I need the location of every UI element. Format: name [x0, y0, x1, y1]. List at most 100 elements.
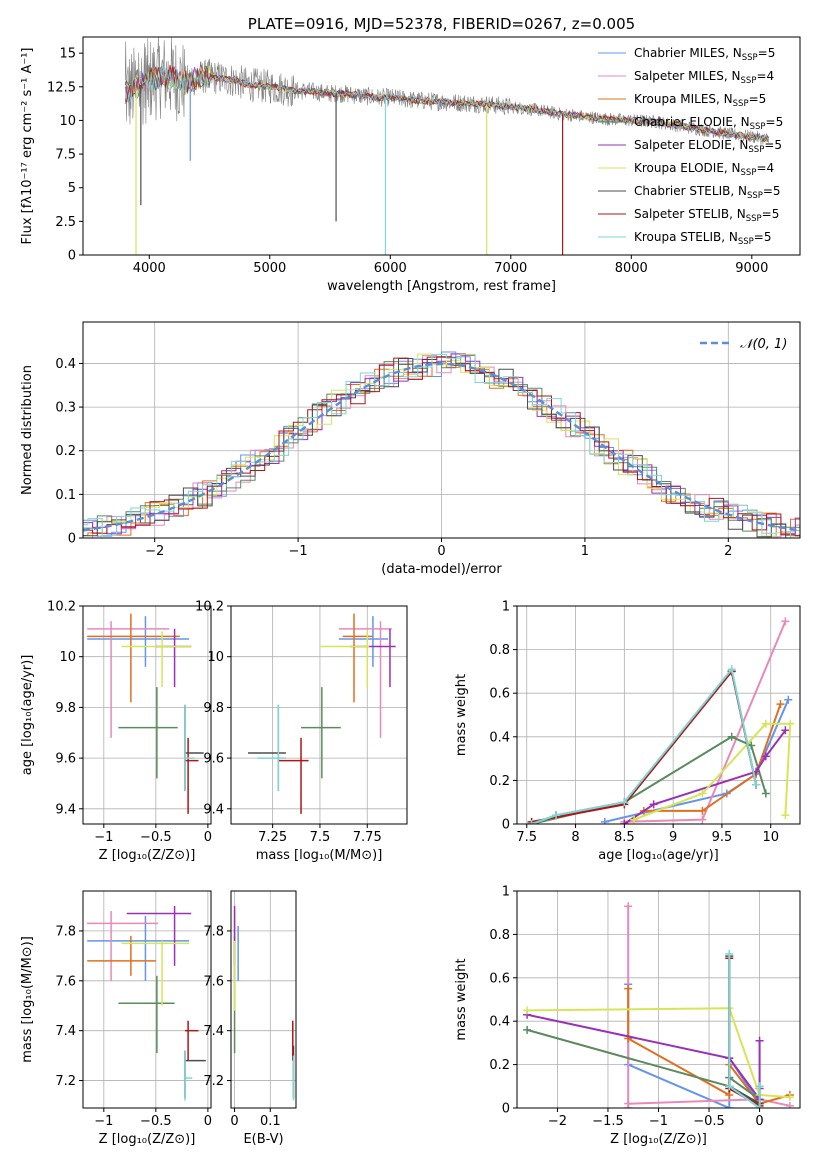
x-tick-label: −0.5 — [140, 1114, 172, 1129]
legend-entry: Salpeter STELIB, NSSP=5 — [634, 207, 779, 224]
x-axis-label: wavelength [Angstrom, rest frame] — [327, 279, 556, 294]
histogram-step — [83, 353, 800, 538]
series-marker — [624, 1099, 633, 1108]
y-tick-label: 0 — [502, 1102, 510, 1117]
series-marker — [755, 1036, 764, 1045]
panel-residuals: −2 −1 0 1 2 0 0.1 0.2 0.3 0.4 (data-model)/error No… — [20, 321, 801, 577]
plot-area — [248, 613, 396, 814]
series-marker — [620, 820, 629, 824]
x-tick-label: −1 — [289, 544, 308, 559]
legend-entry: Kroupa STELIB, NSSP=5 — [634, 230, 772, 247]
y-axis-label: mass [log₁₀(M/M⊙)] — [20, 936, 35, 1063]
plot-area — [87, 613, 204, 814]
y-tick-label: 7.8 — [55, 924, 76, 939]
series-marker — [698, 815, 707, 824]
x-tick-label: 10 — [762, 830, 779, 845]
plot-area — [83, 351, 800, 538]
x-tick-label: 9 — [669, 830, 677, 845]
data-point — [184, 1020, 199, 1061]
y-axis-label: age [log₁₀(age/yr)] — [20, 655, 35, 776]
y-tick-label: 7.2 — [55, 1074, 76, 1089]
y-tick-label: 9.4 — [203, 802, 224, 817]
y-tick-label: 9.6 — [203, 752, 224, 767]
plot-area — [233, 905, 295, 1101]
x-tick-label: −0.5 — [140, 830, 172, 845]
x-axis-label: Z [log₁₀(Z/Z⊙)] — [99, 1132, 196, 1147]
y-tick-label: 7.2 — [203, 1074, 224, 1089]
panel-age_vs_Z: −1 −0.5 0 9.4 9.6 9.8 10 10.2 Z [log₁₀(Z/Z⊙)] age… — [20, 600, 212, 864]
x-axis-label: mass [log₁₀(M/M⊙)] — [256, 848, 383, 863]
y-tick-label: 7.5 — [55, 148, 76, 163]
y-tick-label: 0.2 — [489, 774, 510, 789]
histogram-step — [83, 353, 800, 535]
y-tick-label: 0.6 — [489, 971, 510, 986]
axes-overlay: −2 −1 0 1 2 0 0.1 0.2 0.3 0.4 (data-model)/error No… — [20, 321, 801, 577]
x-tick-label: 9000 — [735, 261, 768, 276]
y-tick-label: 0 — [502, 818, 510, 833]
x-tick-label: 1 — [581, 544, 589, 559]
x-tick-label: 8 — [571, 830, 579, 845]
data-point — [278, 737, 309, 814]
legend-entry: Chabrier STELIB, NSSP=5 — [634, 184, 781, 201]
y-tick-label: 0.2 — [55, 444, 76, 459]
x-axis-label: age [log₁₀(age/yr)] — [598, 848, 719, 863]
y-tick-label: 10 — [59, 114, 76, 129]
series-marker — [785, 1093, 794, 1102]
plot-area — [87, 905, 206, 1101]
y-tick-label: 0 — [68, 532, 76, 547]
series — [527, 667, 761, 824]
histogram-step — [83, 356, 800, 537]
series-line — [531, 669, 758, 823]
x-axis-label: E(B-V) — [243, 1132, 283, 1147]
series-marker — [761, 789, 770, 798]
plot-area — [527, 617, 795, 824]
x-axis-label: Z [log₁₀(Z/Z⊙)] — [610, 1132, 707, 1147]
y-tick-label: 2.5 — [55, 215, 76, 230]
x-tick-label: 6000 — [374, 261, 407, 276]
x-axis-label: Z [log₁₀(Z/Z⊙)] — [99, 848, 196, 863]
y-tick-label: 7.4 — [203, 1024, 224, 1039]
data-point — [87, 621, 170, 738]
x-tick-label: 0 — [230, 1114, 238, 1129]
panel-weight_vs_Z: −2 −1.5 −1 −0.5 0 0 0.2 0.4 0.6 0.8 1 Z [log₁₀(Z/Z⊙… — [454, 885, 801, 1147]
y-tick-label: 0.1 — [55, 488, 76, 503]
data-point — [87, 616, 190, 667]
y-tick-label: 0.4 — [489, 1015, 510, 1030]
series-marker — [725, 949, 734, 958]
series-marker — [781, 726, 790, 735]
y-tick-label: 10.2 — [47, 600, 76, 615]
x-axis-label: (data-model)/error — [381, 562, 502, 577]
x-tick-label: 2 — [724, 544, 732, 559]
axes-overlay: 7.5 8 8.5 9 9.5 10 0 0.2 0.4 0.6 0.8 1 age [log₁₀(ag… — [454, 600, 801, 863]
y-axis-label: mass weight — [454, 674, 469, 756]
axes-frame — [82, 890, 212, 1109]
x-tick-label: −1 — [94, 830, 113, 845]
panel-mass_vs_Z: −1 −0.5 0 7.2 7.4 7.6 7.8 Z [log₁₀(Z/Z⊙)] mass [… — [20, 890, 212, 1147]
y-tick-label: 9.8 — [55, 701, 76, 716]
y-tick-label: 12.5 — [47, 80, 76, 95]
x-tick-label: −1 — [649, 1114, 668, 1129]
y-tick-label: 5 — [68, 181, 76, 196]
axes-frame — [82, 36, 801, 256]
data-point — [301, 687, 341, 779]
series-marker — [776, 700, 785, 709]
x-tick-label: 0 — [437, 544, 445, 559]
series-marker — [761, 719, 770, 728]
series — [725, 949, 764, 1108]
series-line — [527, 1007, 790, 1099]
series-marker — [698, 806, 707, 815]
legend-entry: Salpeter ELODIE, NSSP=5 — [634, 138, 782, 155]
series-marker — [600, 817, 609, 824]
legend-entry: Kroupa MILES, NSSP=5 — [634, 92, 766, 109]
data-point — [121, 631, 192, 688]
x-tick-label: 4000 — [133, 261, 166, 276]
model-spectrum-line — [124, 64, 770, 141]
panel-spectrum: 4000 5000 6000 7000 8000 9000 0 2.5 5 7.5 10 12.5 15… — [20, 15, 801, 294]
series-marker — [725, 1082, 734, 1091]
panel-weight_vs_age: 7.5 8 8.5 9 9.5 10 0 0.2 0.4 0.6 0.8 1 age [log₁₀(ag… — [454, 600, 801, 863]
axes-frame — [516, 605, 801, 825]
x-tick-label: 0 — [204, 830, 212, 845]
y-tick-label: 0.4 — [489, 730, 510, 745]
y-tick-label: 0.4 — [55, 357, 76, 372]
series — [527, 665, 761, 824]
